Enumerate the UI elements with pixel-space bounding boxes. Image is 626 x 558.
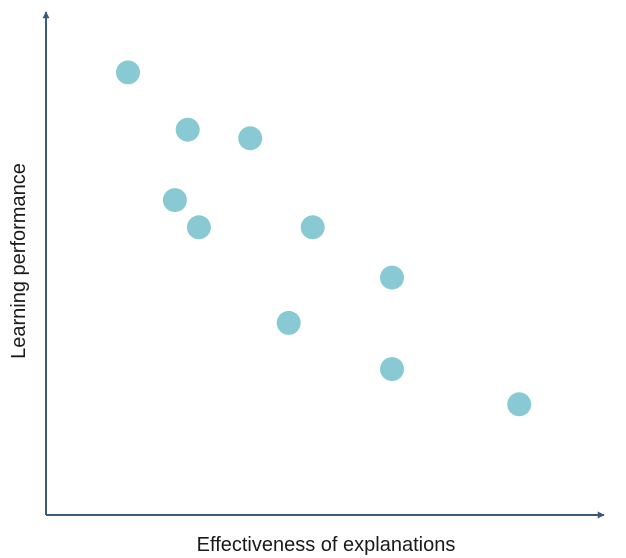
data-point [162,188,187,213]
x-axis-label: Effectiveness of explanations [197,534,456,556]
data-point [238,126,263,151]
data-point [300,215,325,240]
data-point [380,265,404,290]
data-point [175,117,200,142]
scatter-points [116,60,532,417]
data-point [186,215,211,240]
data-point [276,310,301,335]
data-point [116,60,140,85]
data-point [380,357,404,382]
y-axis-label: Learning performance [8,163,30,359]
data-point [507,392,532,417]
